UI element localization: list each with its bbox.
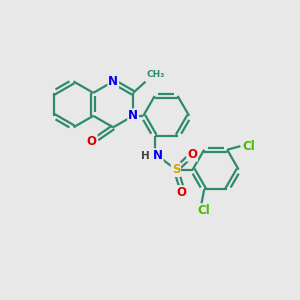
Text: H: H: [141, 151, 150, 161]
Text: O: O: [87, 135, 97, 148]
Text: Cl: Cl: [242, 140, 255, 153]
Text: N: N: [153, 149, 163, 162]
Text: N: N: [108, 75, 118, 88]
Text: N: N: [128, 109, 138, 122]
Text: S: S: [172, 163, 180, 176]
Text: O: O: [176, 186, 186, 199]
Text: CH₃: CH₃: [147, 70, 165, 79]
Text: Cl: Cl: [197, 204, 210, 217]
Text: O: O: [187, 148, 197, 161]
